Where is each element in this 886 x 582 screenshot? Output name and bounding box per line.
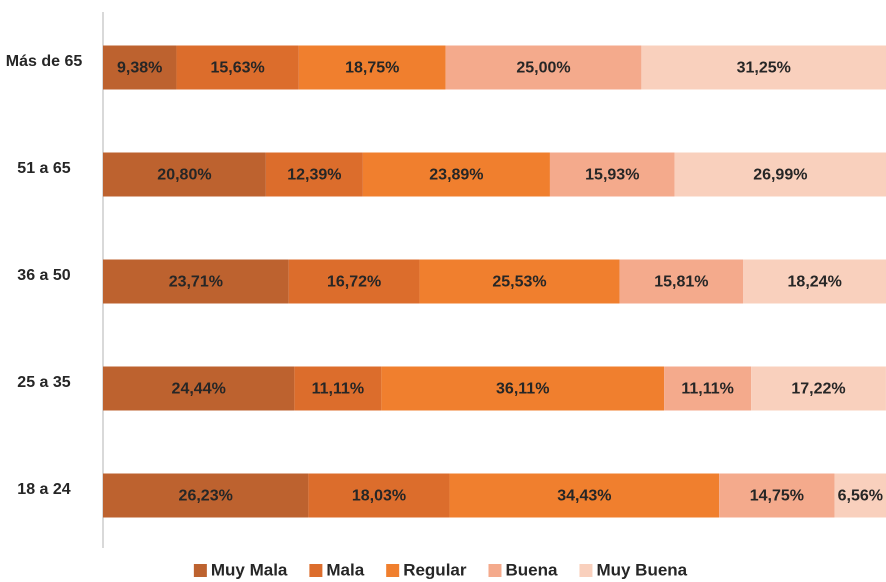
- bar-segment: [288, 259, 420, 304]
- y-tick-label: 25 a 35: [17, 373, 71, 391]
- legend-swatch: [309, 564, 323, 577]
- y-tick-label: Más de 65: [5, 52, 83, 70]
- bar-segment: [419, 259, 620, 304]
- data-label: 23,89%: [429, 167, 483, 184]
- bar-segment: [265, 152, 363, 197]
- bar-segment: [381, 366, 665, 411]
- data-label: 15,81%: [654, 274, 708, 291]
- data-label: 16,72%: [327, 274, 381, 291]
- legend-label: Mala: [326, 560, 364, 579]
- data-label: 12,39%: [287, 167, 341, 184]
- data-label: 18,75%: [345, 60, 399, 77]
- legend-swatch: [488, 564, 502, 577]
- bar-segment: [664, 366, 752, 411]
- legend-label: Buena: [505, 560, 558, 579]
- legend-swatch: [386, 564, 400, 577]
- y-tick-label: 51 a 65: [17, 159, 71, 177]
- bar-segment: [362, 152, 550, 197]
- legend-swatch: [193, 564, 207, 577]
- data-label: 34,43%: [557, 488, 611, 505]
- bar-segment: [445, 45, 642, 90]
- bar-segment: [308, 473, 450, 518]
- bar-segment: [834, 473, 886, 518]
- data-label: 18,24%: [788, 274, 842, 291]
- data-label: 24,44%: [172, 381, 226, 398]
- data-label: 20,80%: [157, 167, 211, 184]
- data-label: 15,63%: [211, 60, 265, 77]
- data-label: 14,75%: [750, 488, 804, 505]
- data-label: 36,11%: [496, 381, 549, 398]
- data-label: 31,25%: [737, 60, 791, 77]
- bar-segment: [549, 152, 675, 197]
- data-label: 25,53%: [492, 274, 546, 291]
- bar-segment: [103, 259, 289, 304]
- bar-segment: [103, 45, 177, 90]
- bar-segment: [294, 366, 382, 411]
- bar-segment: [103, 366, 295, 411]
- bar-segment: [751, 366, 886, 411]
- legend-label: Regular: [403, 560, 467, 579]
- bar-segment: [449, 473, 720, 518]
- legend-label: Muy Mala: [211, 560, 288, 579]
- data-label: 15,93%: [585, 167, 639, 184]
- bar-segment: [298, 45, 446, 90]
- bar-segment: [719, 473, 835, 518]
- data-label: 17,22%: [791, 381, 845, 398]
- data-label: 18,03%: [352, 488, 406, 505]
- data-label: 23,71%: [169, 274, 223, 291]
- bar-segment: [176, 45, 299, 90]
- bar-segment: [743, 259, 886, 304]
- bar-segment: [103, 152, 266, 197]
- data-label: 11,11%: [312, 381, 365, 398]
- data-label: 26,23%: [179, 488, 233, 505]
- bar-segment: [674, 152, 886, 197]
- y-tick-label: 36 a 50: [17, 266, 71, 284]
- bar-segment: [619, 259, 744, 304]
- legend-label: Muy Buena: [596, 560, 687, 579]
- data-label: 11,11%: [681, 381, 734, 398]
- y-tick-label: 18 a 24: [17, 480, 71, 498]
- data-label: 26,99%: [753, 167, 807, 184]
- data-label: 25,00%: [516, 60, 570, 77]
- data-label: 9,38%: [117, 60, 162, 77]
- bar-segment: [641, 45, 886, 90]
- data-label: 6,56%: [838, 488, 883, 505]
- bar-segment: [103, 473, 309, 518]
- legend-swatch: [579, 564, 593, 577]
